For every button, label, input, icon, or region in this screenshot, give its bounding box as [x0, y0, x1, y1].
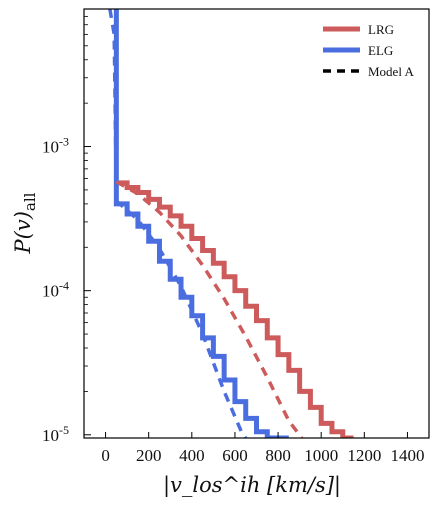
legend-label-elg: ELG	[368, 43, 393, 58]
series-layer	[108, 9, 354, 438]
x-axis-label: |v_los^ih [km/s]|	[163, 473, 341, 498]
y-tick-label: 10-5	[42, 423, 69, 445]
axes-layer: 0 200 400 600 800 1000 1200 1400 10-3 10-4 10-5	[42, 15, 424, 465]
y-tick-label: 10-3	[42, 135, 69, 157]
y-axis-label: P(v)all	[11, 192, 39, 254]
x-tick-label: 1400	[390, 446, 424, 465]
x-tick-label: 800	[265, 446, 291, 465]
x-tick-label: 1200	[347, 446, 381, 465]
x-tick-label: 0	[101, 446, 110, 465]
legend-label-lrg: LRG	[368, 22, 394, 37]
series-elg	[113, 9, 289, 438]
x-tick-label: 400	[179, 446, 205, 465]
legend: LRG ELG Model A	[323, 22, 414, 79]
series-model-a-lrg	[115, 180, 304, 438]
x-tick-label: 600	[222, 446, 248, 465]
series-model-a-elg	[108, 9, 248, 438]
legend-label-model-a: Model A	[368, 64, 414, 79]
plot-frame	[83, 8, 430, 439]
series-lrg	[116, 180, 354, 438]
x-tick-label: 1000	[304, 446, 338, 465]
y-tick-label: 10-4	[42, 279, 69, 301]
x-tick-label: 200	[136, 446, 162, 465]
